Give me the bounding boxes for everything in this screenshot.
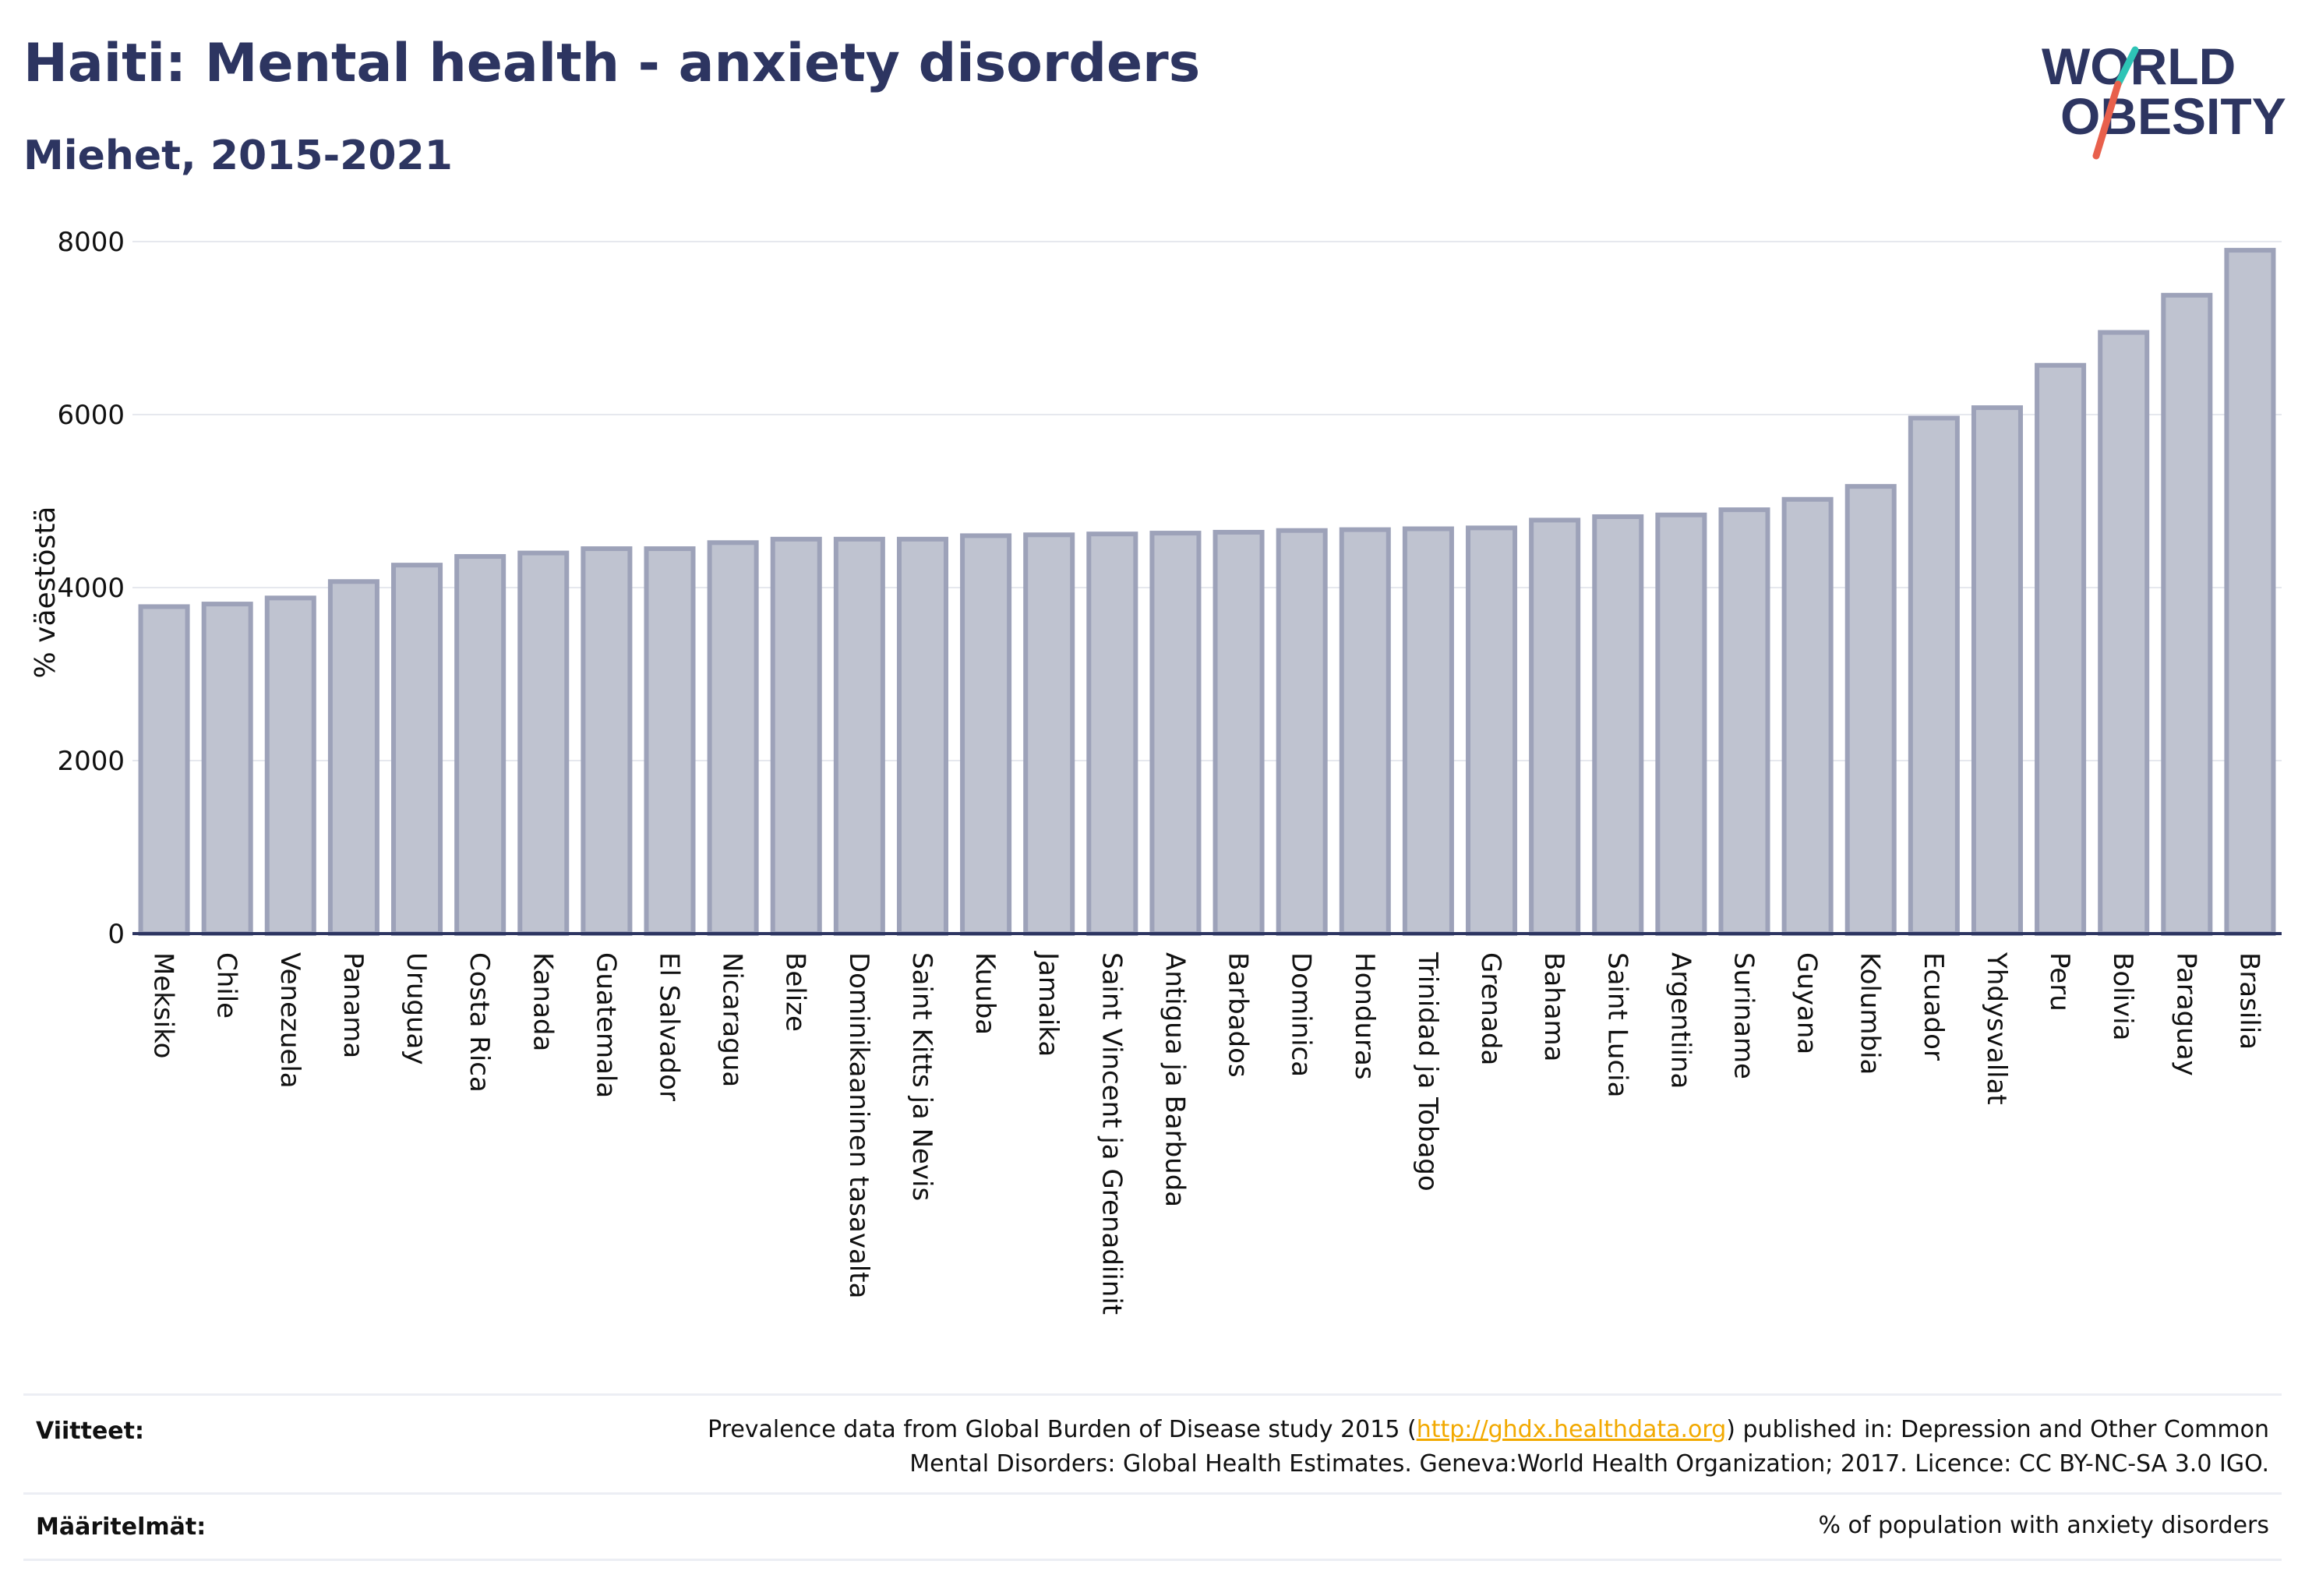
page-title: Haiti: Mental health - anxiety disorders [23,33,1201,94]
y-tick-label: 4000 [57,573,125,604]
bar[interactable] [1276,528,1328,936]
bar[interactable] [1466,525,1518,936]
bar[interactable] [770,536,822,937]
bar[interactable] [1844,484,1897,936]
bar[interactable] [1971,405,2023,936]
y-axis-ticks: 0 2000 4000 6000 8000 [57,227,125,950]
bar[interactable] [138,604,190,936]
definitions-text: % of population with anxiety disorders [1818,1512,2269,1539]
x-tick-label: Belize [780,952,811,1032]
bar[interactable] [1781,496,1834,936]
x-tick-label: Saint Kitts ja Nevis [906,952,937,1201]
bar[interactable] [1086,531,1138,936]
x-tick-label: Trinidad ja Tobago [1412,952,1443,1192]
bar[interactable] [1592,514,1644,936]
bar[interactable] [327,579,379,936]
x-tick-label: Honduras [1349,952,1380,1080]
bar[interactable] [581,546,633,936]
x-tick-label: Brasilia [2233,952,2264,1050]
definitions-label: Määritelmät: [36,1513,206,1541]
x-tick-label: Venezuela [274,952,305,1089]
bar[interactable] [2035,362,2087,937]
bar[interactable] [1655,512,1707,936]
y-tick-label: 0 [108,919,125,950]
bar[interactable] [391,563,443,936]
x-tick-label: Kuuba [969,952,1001,1035]
x-tick-label: Nicaragua [717,952,748,1087]
x-tick-label: Jamaika [1032,951,1064,1057]
references-text: Prevalence data from Global Burden of Di… [708,1413,2269,1481]
x-tick-label: Kolumbia [1855,952,1886,1075]
x-tick-label: Yhdysvallat [1981,952,2012,1105]
bar[interactable] [201,602,253,937]
bar[interactable] [1908,415,1960,936]
x-tick-label: El Salvador [654,952,685,1101]
y-tick-label: 2000 [57,746,125,777]
x-tick-label: Argentiina [1664,952,1696,1089]
references-row: Viitteet: Prevalence data from Global Bu… [23,1393,2282,1492]
logo-text-world: WORLD [2042,37,2236,95]
x-axis-labels: Meksiko Chile Venezuela Panama Uruguay Costa … [148,951,2265,1315]
bar[interactable] [517,550,570,936]
bar[interactable] [644,546,696,936]
x-tick-label: Saint Lucia [1601,952,1633,1097]
x-tick-label: Paraguay [2170,952,2201,1076]
x-tick-label: Suriname [1728,952,1760,1079]
x-tick-label: Bahama [1538,952,1569,1062]
bar[interactable] [1529,517,1581,936]
references-text-part3: Mental Disorders: Global Health Estimate… [909,1450,2269,1478]
logo-slash-top [2114,46,2139,88]
x-tick-label: Bolivia [2107,952,2138,1040]
references-text-part1: Prevalence data from Global Burden of Di… [708,1416,1417,1443]
y-axis-title: % väestöstä [30,507,62,679]
x-tick-label: Saint Vincent ja Grenadiinit [1096,952,1127,1315]
bar[interactable] [454,554,507,936]
bar[interactable] [707,540,759,937]
x-tick-label: Guyana [1791,952,1823,1054]
x-tick-label: Costa Rica [464,952,495,1093]
x-tick-label: Antigua ja Barbuda [1159,952,1190,1207]
x-tick-label: Ecuador [1918,952,1949,1061]
x-tick-label: Panama [337,952,369,1058]
bar[interactable] [1213,529,1265,936]
bar[interactable] [833,536,885,937]
references-text-part2: ) published in: Depression and Other Com… [1726,1416,2269,1443]
x-tick-label: Guatemala [590,952,621,1098]
bar[interactable] [2224,248,2276,937]
x-tick-label: Uruguay [401,952,432,1065]
bar[interactable] [2161,292,2213,936]
bar[interactable] [2098,330,2150,936]
bar[interactable] [264,595,316,936]
world-obesity-logo: WORLD OBESITY [2042,37,2286,160]
references-link[interactable]: http://ghdx.healthdata.org [1416,1416,1727,1443]
x-tick-label: Kanada [527,952,558,1051]
bar[interactable] [1718,507,1770,936]
bar[interactable] [1149,531,1202,936]
page-subtitle: Miehet, 2015-2021 [23,132,453,179]
bar[interactable] [896,536,948,937]
y-tick-label: 8000 [57,227,125,258]
x-tick-label: Chile [211,952,242,1019]
bar[interactable] [1339,527,1391,936]
x-tick-label: Grenada [1475,952,1506,1065]
references-label: Viitteet: [36,1418,144,1445]
definitions-row: Määritelmät: % of population with anxiet… [23,1492,2282,1559]
footer: Viitteet: Prevalence data from Global Bu… [23,1393,2282,1561]
logo-slash-bottom [2092,80,2122,160]
bar[interactable] [1023,532,1075,936]
y-tick-label: 6000 [57,400,125,431]
bars [138,248,2276,937]
x-tick-label: Barbados [1223,952,1254,1078]
x-tick-label: Dominikaaninen tasavalta [843,952,874,1298]
x-tick-label: Dominica [1286,952,1317,1077]
x-tick-label: Meksiko [148,952,179,1058]
bar[interactable] [960,533,1012,937]
x-tick-label: Peru [2044,952,2075,1012]
footer-bottom-rule [23,1559,2282,1561]
bar[interactable] [1402,526,1454,936]
logo-text-obesity: OBESITY [2060,87,2286,145]
bar-chart: 0 2000 4000 6000 8000 Meksiko Chile Venezuela P… [30,227,2282,1315]
